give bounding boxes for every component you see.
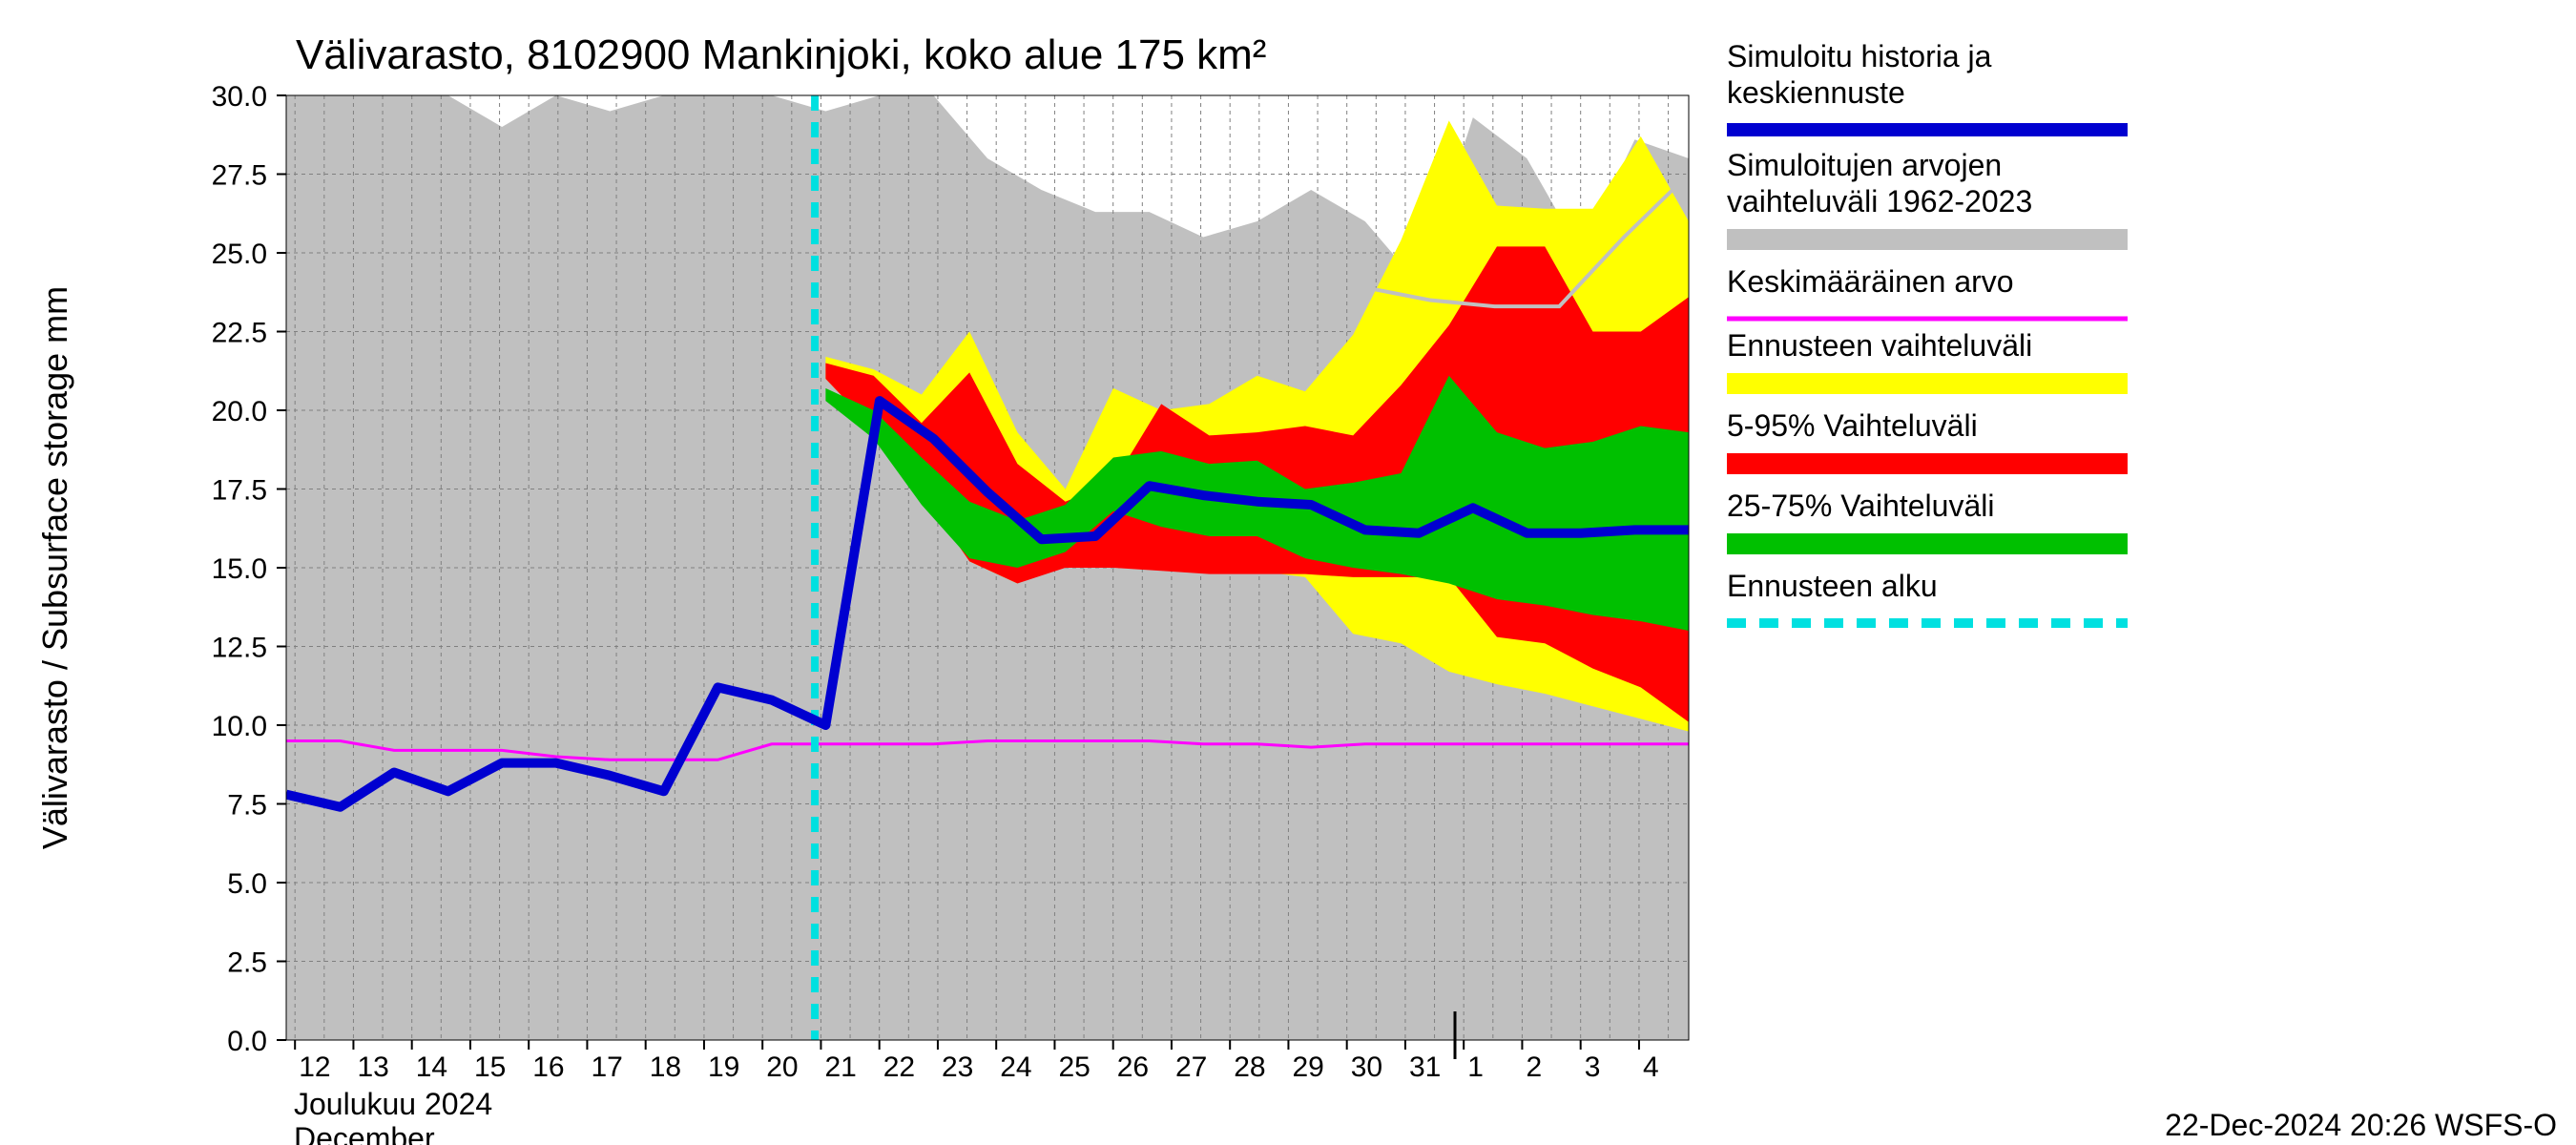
legend-swatch-inner (1727, 533, 2128, 554)
x-tick-label: 26 (1117, 1051, 1149, 1083)
x-month-label-2: December (294, 1121, 435, 1145)
x-tick-label: 16 (532, 1051, 564, 1083)
legend-label-fstart-0: Ennusteen alku (1727, 569, 1938, 603)
y-tick-label: 0.0 (227, 1026, 267, 1057)
x-tick-label: 31 (1409, 1051, 1441, 1083)
y-tick-label: 25.0 (212, 239, 267, 270)
x-tick-label: 24 (1000, 1051, 1031, 1083)
y-axis-label: Välivarasto / Subsurface storage mm (35, 286, 74, 849)
y-tick-label: 17.5 (212, 475, 267, 507)
x-tick-label: 3 (1585, 1051, 1601, 1083)
x-tick-label: 2 (1526, 1051, 1542, 1083)
x-tick-label: 20 (766, 1051, 798, 1083)
legend-label-mean-0: Keskimääräinen arvo (1727, 264, 2014, 299)
legend-swatch-hist (1727, 229, 2128, 250)
x-tick-label: 22 (883, 1051, 915, 1083)
x-tick-label: 12 (299, 1051, 330, 1083)
y-tick-label: 12.5 (212, 633, 267, 664)
legend-label-mid-0: 5-95% Vaihteluväli (1727, 408, 1978, 443)
y-tick-label: 2.5 (227, 947, 267, 979)
chart-footer: 22-Dec-2024 20:26 WSFS-O (2165, 1108, 2557, 1142)
legend-swatch-outer (1727, 373, 2128, 394)
y-tick-label: 30.0 (212, 81, 267, 113)
x-tick-label: 14 (416, 1051, 447, 1083)
x-tick-label: 30 (1351, 1051, 1382, 1083)
legend-label-hist-0: Simuloitujen arvojen (1727, 148, 2002, 182)
x-tick-label: 4 (1643, 1051, 1659, 1083)
x-tick-label: 25 (1058, 1051, 1090, 1083)
y-tick-label: 15.0 (212, 553, 267, 585)
chart-container: 0.0 2.5 5.0 7.5 10.0 12.5 15.0 17.5 20.0 22.5 25.0… (0, 0, 2576, 1145)
x-tick-label: 27 (1175, 1051, 1207, 1083)
y-tick-label: 22.5 (212, 318, 267, 349)
y-tick-label: 5.0 (227, 868, 267, 900)
y-tick-label: 20.0 (212, 396, 267, 427)
chart-svg: 0.0 2.5 5.0 7.5 10.0 12.5 15.0 17.5 20.0 22.5 25.0… (0, 0, 2576, 1145)
legend-label-main-0: Simuloitu historia ja (1727, 39, 1992, 73)
x-month-label-1: Joulukuu 2024 (294, 1087, 492, 1121)
x-tick-label: 17 (591, 1051, 622, 1083)
y-tick-label: 27.5 (212, 160, 267, 192)
chart-title: Välivarasto, 8102900 Mankinjoki, koko al… (296, 31, 1266, 78)
x-tick-label: 28 (1234, 1051, 1265, 1083)
x-tick-label: 19 (708, 1051, 739, 1083)
legend-label-hist-1: vaihteluväli 1962-2023 (1727, 184, 2032, 219)
x-tick-label: 15 (474, 1051, 506, 1083)
x-tick-label: 29 (1292, 1051, 1323, 1083)
legend-label-inner-0: 25-75% Vaihteluväli (1727, 489, 1994, 523)
x-tick-label: 18 (650, 1051, 681, 1083)
x-tick-label: 21 (824, 1051, 856, 1083)
y-tick-label: 10.0 (212, 711, 267, 742)
legend-label-main-1: keskiennuste (1727, 75, 1905, 110)
legend-swatch-mid (1727, 453, 2128, 474)
x-tick-label: 13 (357, 1051, 388, 1083)
x-tick-label: 23 (942, 1051, 973, 1083)
x-tick-label: 1 (1467, 1051, 1484, 1083)
y-tick-label: 7.5 (227, 790, 267, 822)
legend-label-outer-0: Ennusteen vaihteluväli (1727, 328, 2032, 363)
